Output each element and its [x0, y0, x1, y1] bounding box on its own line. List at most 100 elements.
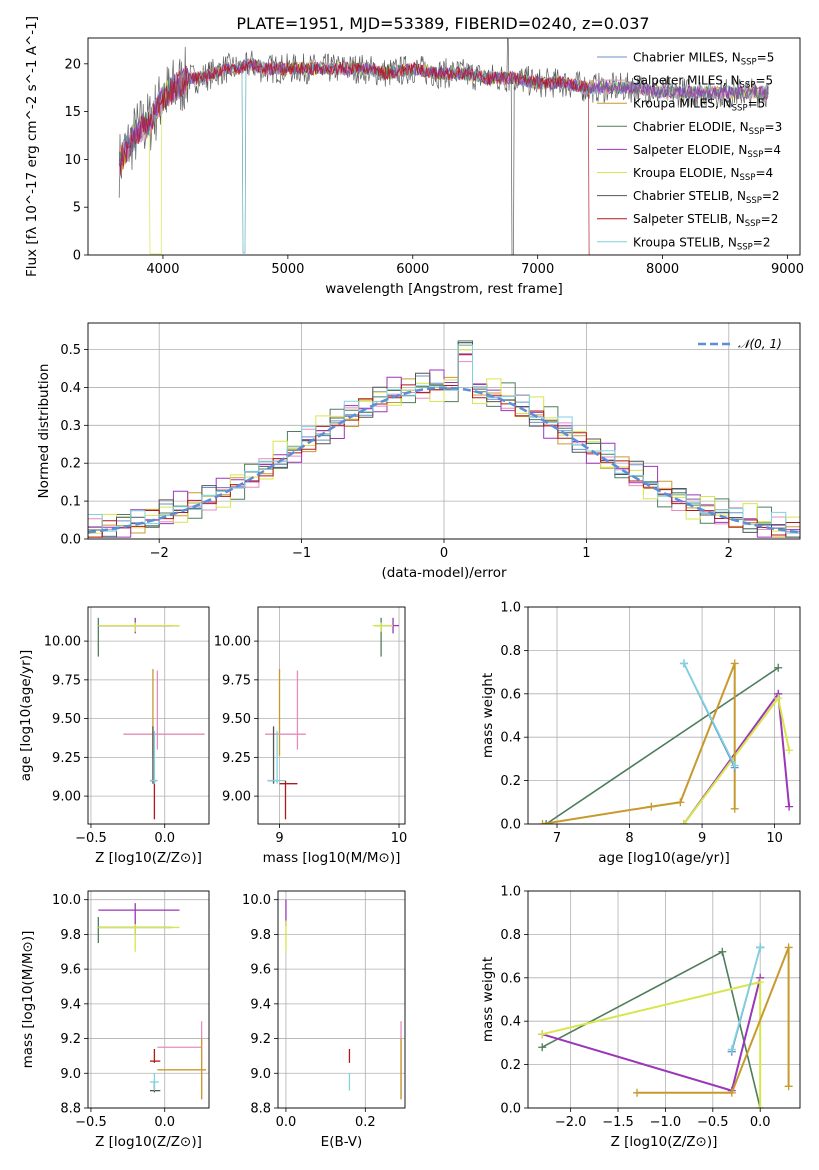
- y-tick-label: 9.00: [222, 790, 251, 805]
- axes-frame: [87, 606, 210, 825]
- weight-marker: [774, 694, 783, 703]
- weight-marker: [679, 820, 688, 824]
- plot-area: [97, 617, 205, 820]
- panel-mass-vs-ebv: 0.0 0.2 8.8 9.0 9.2 9.4 9.6 9.8 10.0 E(B-V): [242, 890, 406, 1150]
- plot-area: [118, 38, 769, 255]
- weight-line: [542, 663, 736, 824]
- x-axis-label: wavelength [Angstrom, rest frame]: [325, 281, 563, 297]
- y-tick-label: 9.50: [52, 712, 81, 727]
- weight-marker: [730, 659, 739, 668]
- y-tick-label: 0.2: [60, 457, 81, 472]
- weight-marker: [785, 746, 794, 755]
- legend-entry: Kroupa MILES, NSSP=5: [633, 97, 765, 114]
- y-axis-label: mass [log10(M/M⊙)]: [20, 931, 36, 1069]
- y-tick-label: 9.6: [250, 963, 271, 978]
- y-tick-label: 9.0: [60, 1067, 81, 1082]
- panel-residuals: −2 −1 0 1 2 0.0 0.1 0.2 0.3 0.4 0.5 (data-model)/er…: [36, 322, 801, 581]
- y-tick-label: 9.2: [60, 1032, 81, 1047]
- x-tick-label: 10: [766, 831, 783, 846]
- y-tick-label: 9.25: [52, 751, 81, 766]
- x-tick-label: 10: [391, 831, 408, 846]
- y-tick-label: 10: [64, 153, 81, 168]
- y-tick-label: 0.5: [60, 343, 81, 358]
- x-tick-label: −2.0: [555, 1115, 587, 1130]
- weight-marker: [756, 1104, 765, 1108]
- plot-area: [97, 903, 207, 1100]
- y-tick-label: 15: [64, 105, 81, 120]
- axes-frame: [277, 890, 406, 1109]
- weight-marker: [538, 820, 547, 824]
- legend-entry: Chabrier STELIB, NSSP=2: [633, 189, 780, 206]
- y-tick-label: 9.50: [222, 712, 251, 727]
- x-tick-label: −1.0: [650, 1115, 682, 1130]
- y-tick-label: 0.2: [500, 774, 521, 789]
- axes-frame: [87, 322, 801, 540]
- weight-marker: [774, 663, 783, 672]
- x-tick-label: −2: [150, 546, 169, 561]
- y-tick-label: 0.6: [500, 687, 521, 702]
- y-tick-label: 9.4: [250, 997, 271, 1012]
- weight-marker: [756, 943, 765, 952]
- y-axis-label: Flux [fλ 10^-17 erg cm^-2 s^-1 A^-1]: [24, 16, 40, 277]
- y-tick-label: 9.6: [60, 963, 81, 978]
- weight-marker: [542, 820, 551, 824]
- y-tick-label: 1.0: [500, 601, 521, 616]
- x-tick-label: −0.5: [75, 831, 107, 846]
- x-axis-label: Z [log10(Z/Z⊙)]: [95, 1134, 202, 1150]
- y-tick-label: 0: [73, 249, 81, 264]
- y-tick-label: 8.8: [60, 1102, 81, 1117]
- legend-entry: Salpeter MILES, NSSP=5: [633, 74, 773, 91]
- y-tick-label: 9.75: [222, 673, 251, 688]
- legend-entry: Salpeter ELODIE, NSSP=4: [633, 143, 781, 160]
- x-axis-label: age [log10(age/yr)]: [598, 850, 730, 866]
- weight-marker: [538, 1030, 547, 1039]
- legend-entry: Chabrier ELODIE, NSSP=3: [633, 120, 782, 137]
- panel-weight-vs-age: 7 8 9 10 0.0 0.2 0.4 0.6 0.8 1.0 age [log10(age/yr…: [480, 601, 801, 866]
- x-tick-label: −1: [292, 546, 311, 561]
- panel-spectrum: 4000 5000 6000 7000 8000 9000 0 5 10 15 20 waveleng…: [24, 16, 804, 297]
- weight-line: [541, 950, 761, 1108]
- spectrum-line: [118, 59, 769, 255]
- legend-entry: Chabrier MILES, NSSP=5: [633, 51, 774, 68]
- y-tick-label: 8.8: [250, 1102, 271, 1117]
- x-tick-label: 1: [582, 546, 590, 561]
- y-tick-label: 0.3: [60, 419, 81, 434]
- y-tick-label: 0.0: [500, 1102, 521, 1117]
- weight-line: [637, 947, 790, 1094]
- weight-line: [683, 663, 736, 766]
- normal-curve: [88, 386, 800, 534]
- x-tick-label: 0.0: [154, 831, 175, 846]
- weight-marker: [727, 1088, 736, 1097]
- x-tick-label: −0.5: [75, 1115, 107, 1130]
- y-tick-label: 0.8: [500, 644, 521, 659]
- y-tick-label: 0.4: [60, 381, 81, 396]
- weight-marker: [730, 804, 739, 813]
- x-axis-label: Z [log10(Z/Z⊙)]: [611, 1134, 718, 1150]
- weight-marker: [632, 1088, 641, 1097]
- legend-entry: Kroupa ELODIE, NSSP=4: [633, 166, 773, 183]
- y-axis-label: mass weight: [480, 673, 496, 758]
- plot-area: [88, 340, 800, 538]
- x-tick-label: 7: [553, 831, 561, 846]
- y-axis-label: Normed distribution: [36, 364, 52, 499]
- y-tick-label: 0.1: [60, 495, 81, 510]
- weight-marker: [784, 1082, 793, 1091]
- y-tick-label: 0.0: [60, 533, 81, 548]
- y-tick-label: 9.4: [60, 997, 81, 1012]
- y-tick-label: 9.25: [222, 751, 251, 766]
- plot-area: [285, 899, 402, 1100]
- weight-marker: [784, 943, 793, 952]
- x-tick-label: 8: [625, 831, 633, 846]
- x-tick-label: 9: [275, 831, 283, 846]
- weight-marker: [676, 798, 685, 807]
- y-tick-label: 0.2: [500, 1058, 521, 1073]
- y-axis-label: mass weight: [480, 957, 496, 1042]
- weight-marker: [538, 1043, 547, 1052]
- y-tick-label: 20: [64, 57, 81, 72]
- x-tick-label: 0.0: [276, 1115, 297, 1130]
- y-tick-label: 0.4: [500, 731, 521, 746]
- weight-marker: [756, 978, 765, 987]
- x-tick-label: −0.5: [697, 1115, 729, 1130]
- weight-marker: [730, 761, 739, 770]
- x-tick-label: 7000: [521, 262, 554, 277]
